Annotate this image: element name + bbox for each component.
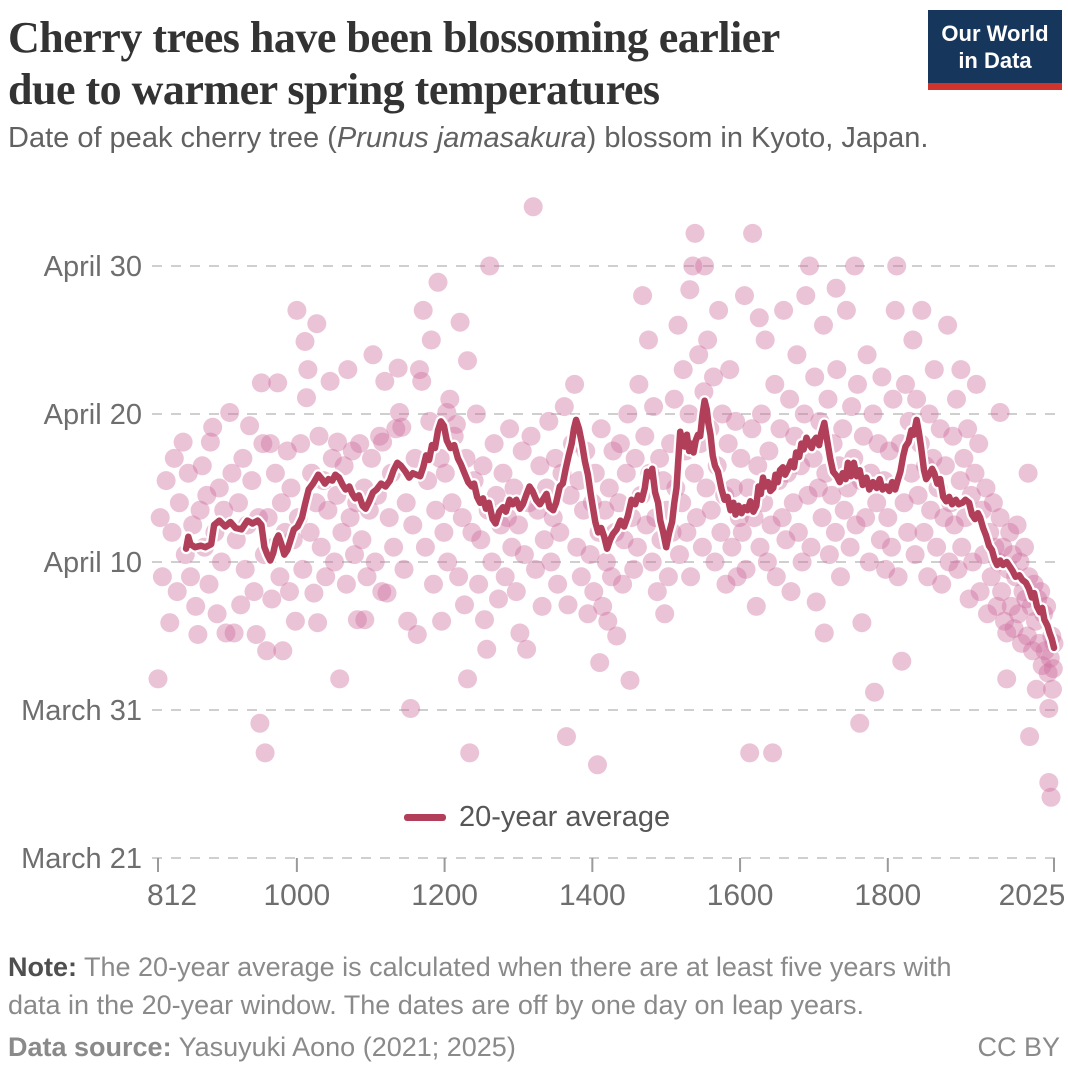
y-tick-label: April 20 — [44, 399, 142, 431]
owid-logo: Our World in Data — [928, 10, 1062, 90]
scatter-points — [148, 197, 1064, 807]
chart-header: Cherry trees have been blossoming earlie… — [8, 12, 908, 116]
legend-label: 20-year average — [459, 800, 671, 833]
chart-subtitle: Date of peak cherry tree (Prunus jamasak… — [8, 122, 928, 155]
source-text: Yasuyuki Aono (2021; 2025) — [171, 1032, 516, 1062]
data-source-row: CC BY Data source: Yasuyuki Aono (2021; … — [8, 1032, 1060, 1063]
y-tick-label: April 10 — [44, 547, 142, 579]
title-line-1: Cherry trees have been blossoming earlie… — [8, 13, 780, 62]
title-line-2: due to warmer spring temperatures — [8, 65, 660, 114]
subtitle-text: Date of peak cherry tree ( — [8, 122, 337, 154]
owid-logo-line2: in Data — [958, 48, 1032, 73]
y-tick-label: April 30 — [44, 251, 142, 283]
x-tick-label: 1400 — [559, 879, 626, 912]
y-axis-labels: April 30 April 20 April 10 March 31 March 21 — [21, 251, 142, 875]
legend-line-swatch — [404, 813, 446, 821]
x-axis: 812 1000 1200 1400 1600 1800 2025 — [147, 857, 1066, 912]
subtitle-text-suffix: ) blossom in Kyoto, Japan. — [586, 122, 929, 154]
owid-logo-red-bar — [928, 83, 1062, 90]
source-label: Data source: — [8, 1032, 172, 1062]
note-label: Note: — [8, 952, 77, 982]
owid-logo-line1: Our World — [941, 21, 1049, 46]
x-tick-label: 1200 — [411, 879, 478, 912]
subtitle-species-name: Prunus jamasakura — [336, 122, 587, 154]
owid-logo-text: Our World in Data — [928, 10, 1062, 74]
chart-legend: 20-year average — [404, 801, 670, 833]
chart-note: Note: The 20-year average is calculated … — [8, 948, 1060, 1024]
note-text-line1: The 20-year average is calculated when t… — [77, 952, 952, 982]
average-line — [180, 395, 1060, 654]
y-tick-label: March 31 — [21, 695, 142, 727]
x-tick-label: 1000 — [263, 879, 330, 912]
x-tick-label: 812 — [147, 879, 197, 912]
x-tick-label: 2025 — [999, 879, 1066, 912]
y-tick-label: March 21 — [21, 843, 142, 875]
license-badge: CC BY — [977, 1032, 1060, 1062]
x-tick-label: 1800 — [854, 879, 921, 912]
note-text-line2: data in the 20-year window. The dates ar… — [8, 990, 865, 1020]
page-title: Cherry trees have been blossoming earlie… — [8, 12, 908, 116]
x-tick-label: 1600 — [707, 879, 774, 912]
